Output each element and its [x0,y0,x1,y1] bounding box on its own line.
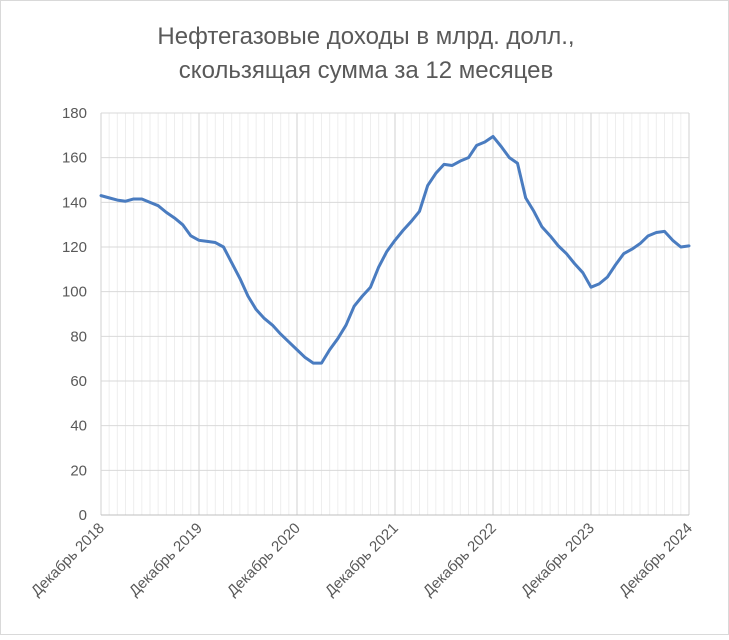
chart-title: скользящая сумма за 12 месяцев [179,57,553,84]
y-tick-label: 100 [62,284,87,301]
y-tick-label: 40 [70,418,87,435]
y-tick-label: 140 [62,194,87,211]
y-tick-label: 160 [62,150,87,167]
line-series [99,134,691,365]
y-tick-label: 80 [70,328,87,345]
chart-title: Нефтегазовые доходы в млрд. долл., [157,23,574,50]
y-tick-label: 0 [79,507,87,524]
y-tick-label: 60 [70,373,87,390]
y-tick-label: 20 [70,462,87,479]
y-tick-label: 180 [62,105,87,122]
y-tick-label: 120 [62,239,87,256]
